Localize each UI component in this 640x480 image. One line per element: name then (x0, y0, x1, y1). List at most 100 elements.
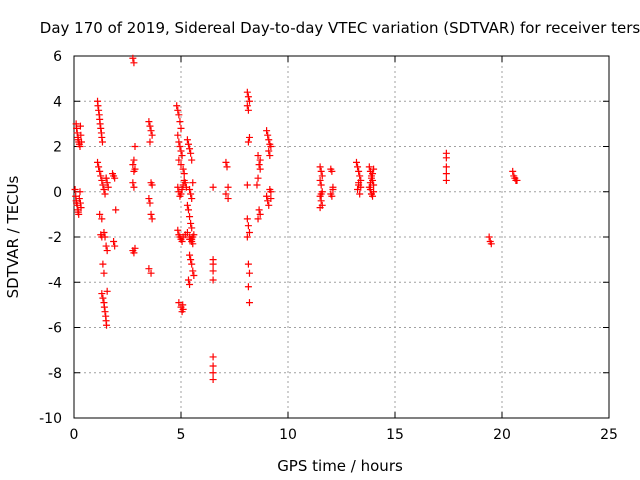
data-point-0-232 (356, 172, 364, 180)
data-point-0-11 (71, 185, 79, 193)
data-point-0-96 (174, 106, 182, 114)
data-point-0-78 (130, 183, 138, 191)
data-point-0-250 (367, 174, 375, 182)
data-point-0-210 (266, 185, 274, 193)
data-point-0-141 (183, 201, 191, 209)
data-point-0-211 (267, 195, 275, 203)
data-point-0-9 (77, 131, 85, 139)
data-point-0-22 (77, 204, 85, 212)
data-point-0-68 (110, 238, 118, 246)
data-point-0-156 (189, 267, 197, 275)
data-point-0-92 (148, 215, 156, 223)
data-point-0-266 (513, 176, 521, 184)
data-point-0-262 (509, 167, 517, 175)
data-point-0-160 (209, 183, 217, 191)
y-tick-label-1: -8 (48, 366, 62, 382)
data-point-0-239 (365, 163, 373, 171)
data-point-0-230 (354, 163, 362, 171)
data-point-0-46 (102, 242, 110, 250)
data-point-0-8 (76, 122, 84, 130)
y-tick-label-5: 0 (53, 185, 62, 201)
data-point-0-135 (187, 149, 195, 157)
data-point-0-258 (442, 176, 450, 184)
data-point-0-231 (355, 167, 363, 175)
data-point-0-174 (243, 88, 251, 96)
data-point-0-177 (243, 102, 251, 110)
data-point-0-163 (209, 267, 217, 275)
data-point-0-170 (223, 163, 231, 171)
data-point-0-137 (189, 179, 197, 187)
data-point-0-183 (244, 222, 252, 230)
data-point-0-51 (100, 269, 108, 277)
data-point-0-37 (98, 176, 106, 184)
data-point-0-67 (112, 206, 120, 214)
data-point-0-212 (316, 163, 324, 171)
data-point-0-36 (97, 172, 105, 180)
data-point-0-33 (94, 158, 102, 166)
x-tick-label-0: 0 (70, 427, 79, 443)
x-tick-labels: 0 5 10 15 20 25 (70, 427, 618, 443)
chart-title: Day 170 of 2019, Sidereal Day-to-day VTE… (40, 19, 640, 37)
data-point-0-162 (209, 260, 217, 268)
data-point-0-138 (186, 185, 194, 193)
data-point-0-204 (265, 147, 273, 155)
data-point-0-152 (189, 240, 197, 248)
data-point-0-52 (98, 290, 106, 298)
data-point-0-219 (317, 197, 325, 205)
data-point-0-192 (255, 161, 263, 169)
data-point-0-259 (485, 233, 493, 241)
y-tick-label-4: -2 (48, 230, 62, 246)
data-point-0-47 (103, 247, 111, 255)
data-point-0-145 (188, 224, 196, 232)
data-point-0-136 (188, 156, 196, 164)
data-point-0-175 (244, 93, 252, 101)
data-point-0-251 (369, 170, 377, 178)
data-point-0-186 (244, 260, 252, 268)
data-point-0-18 (75, 210, 83, 218)
x-tick-label-2: 10 (279, 427, 297, 443)
data-point-0-253 (367, 190, 375, 198)
data-point-0-66 (111, 174, 119, 182)
data-point-0-257 (442, 170, 450, 178)
x-tick-label-5: 25 (600, 427, 618, 443)
data-point-0-228 (329, 185, 337, 193)
data-point-0-133 (184, 140, 192, 148)
data-point-0-187 (245, 269, 253, 277)
data-point-0-150 (190, 231, 198, 239)
data-point-0-35 (96, 167, 104, 175)
data-point-0-100 (174, 131, 182, 139)
data-point-0-82 (145, 118, 153, 126)
data-point-0-190 (254, 152, 262, 160)
data-point-0-60 (103, 287, 111, 295)
data-point-0-103 (177, 147, 185, 155)
data-point-0-172 (222, 190, 230, 198)
data-point-0-196 (255, 206, 263, 214)
data-point-0-195 (253, 181, 261, 189)
data-point-0-61 (102, 174, 110, 182)
y-tick-label-8: 6 (53, 49, 62, 65)
data-point-0-91 (147, 210, 155, 218)
data-point-0-139 (187, 190, 195, 198)
data-point-0-21 (76, 199, 84, 207)
data-point-0-213 (317, 167, 325, 175)
data-point-0-193 (256, 165, 264, 173)
data-point-0-194 (254, 174, 262, 182)
data-point-0-76 (130, 167, 138, 175)
data-point-0-112 (177, 190, 185, 198)
data-point-0-158 (184, 276, 192, 284)
data-point-0-153 (186, 251, 194, 259)
data-point-0-134 (186, 145, 194, 153)
data-point-0-164 (209, 276, 217, 284)
data-point-0-143 (186, 213, 194, 221)
y-tick-label-3: -4 (48, 275, 62, 291)
data-point-0-237 (357, 183, 365, 191)
data-point-0-214 (318, 172, 326, 180)
data-point-0-166 (209, 362, 217, 370)
data-point-0-229 (352, 158, 360, 166)
data-point-0-215 (316, 176, 324, 184)
data-point-0-191 (256, 156, 264, 164)
data-point-0-122 (178, 238, 186, 246)
data-point-0-107 (179, 165, 187, 173)
data-point-0-63 (104, 183, 112, 191)
data-point-0-98 (176, 118, 184, 126)
